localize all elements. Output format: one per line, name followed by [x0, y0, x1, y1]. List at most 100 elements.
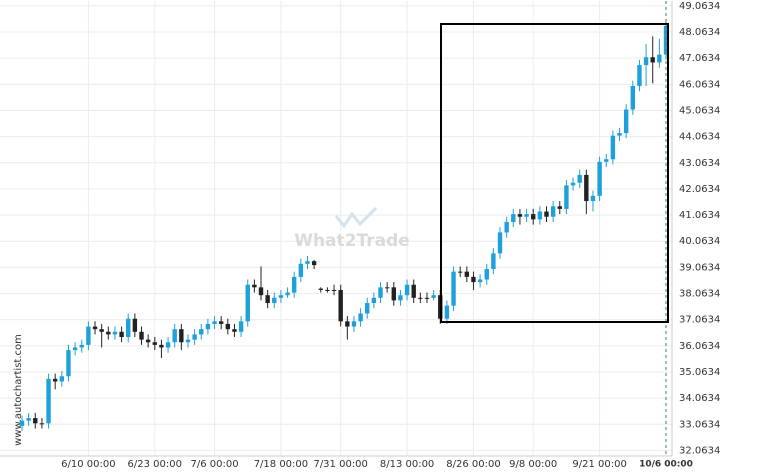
logo-zigzag — [334, 206, 378, 229]
candle-body — [72, 347, 78, 351]
candle-body — [617, 133, 622, 136]
candle-body — [517, 214, 523, 217]
candle-body — [477, 279, 483, 283]
candle-body — [404, 284, 410, 296]
pattern-box — [440, 23, 669, 323]
candle-body — [497, 232, 503, 254]
candle-body — [99, 329, 104, 332]
candle-body — [112, 331, 118, 335]
y-tick-label: 39.0634 — [679, 262, 720, 273]
y-tick-label: 34.0634 — [679, 393, 720, 404]
y-tick-label: 37.0634 — [679, 315, 720, 326]
candle-body — [663, 25, 669, 55]
candle-body — [623, 109, 629, 134]
candle-body — [165, 342, 171, 348]
y-tick-label: 46.0634 — [679, 79, 720, 90]
candle-body — [557, 206, 562, 209]
candle-body — [657, 54, 662, 63]
candle-body — [331, 289, 337, 291]
candle-body — [292, 276, 297, 293]
candle-body — [384, 287, 390, 289]
y-tick-label: 32.0634 — [679, 445, 720, 456]
candle-body — [358, 313, 363, 322]
y-tick-label: 33.0634 — [679, 419, 720, 430]
candle-body — [145, 339, 151, 343]
y-tick-label: 42.0634 — [679, 184, 720, 195]
candle-body — [577, 174, 582, 183]
candle-body — [285, 292, 290, 296]
y-tick-label: 48.0634 — [679, 27, 720, 38]
candle-body — [238, 321, 244, 332]
candle-body — [524, 214, 529, 217]
candle-body — [444, 305, 450, 319]
candle-body — [371, 297, 377, 304]
x-tick-label: 10/6 00:00 — [639, 460, 693, 470]
candle-body — [411, 284, 416, 298]
candle-body — [511, 214, 516, 222]
candle-body — [550, 206, 556, 217]
y-tick-label: 47.0634 — [679, 53, 720, 64]
candle-body — [225, 323, 231, 330]
candle-body — [491, 253, 496, 270]
x-tick-label: 7/6 00:00 — [190, 459, 238, 470]
candle-body — [66, 350, 71, 377]
candle-body — [610, 135, 616, 160]
candle-body — [504, 221, 509, 233]
candle-body — [179, 329, 184, 343]
candle-body — [398, 295, 403, 301]
candle-body — [199, 329, 204, 335]
candle-body — [365, 303, 370, 314]
candle-body — [590, 195, 596, 202]
y-tick-label: 40.0634 — [679, 236, 720, 247]
candle-body — [305, 261, 310, 264]
y-tick-label: 41.0634 — [679, 210, 720, 221]
candle-body — [119, 331, 124, 338]
candle-body — [52, 378, 58, 382]
candle-body — [424, 297, 430, 299]
candle-body — [378, 287, 383, 298]
candle-body — [185, 339, 191, 343]
candle-body — [391, 287, 396, 301]
candle-body — [298, 263, 304, 277]
watermark: What2Trade — [294, 231, 410, 251]
candle-body — [318, 288, 323, 290]
x-tick-label: 7/31 00:00 — [313, 459, 367, 470]
candle-body — [106, 331, 111, 335]
candle-body — [212, 321, 217, 324]
candle-body — [218, 321, 224, 324]
candle-body — [345, 321, 350, 327]
x-tick-label: 9/8 00:00 — [509, 459, 557, 470]
candle-body — [637, 65, 642, 86]
candle-body — [159, 344, 164, 348]
candle-body — [464, 271, 470, 277]
candle-body — [643, 57, 649, 66]
y-tick-label: 45.0634 — [679, 105, 720, 116]
candle-body — [584, 174, 589, 202]
candle-body — [258, 287, 264, 296]
candle-body — [86, 326, 91, 345]
candle-body — [132, 318, 138, 332]
candle-body — [139, 331, 144, 340]
candle-body — [471, 276, 476, 283]
candle-body — [205, 323, 211, 330]
candle-body — [152, 342, 157, 345]
y-tick-label: 38.0634 — [679, 289, 720, 300]
candle-body — [650, 57, 655, 63]
candle-body — [26, 418, 31, 421]
candle-body — [172, 329, 177, 343]
y-tick-label: 35.0634 — [679, 367, 720, 378]
candle-body — [33, 418, 38, 424]
candle-body — [544, 211, 549, 217]
candle-body — [630, 85, 636, 110]
candle-body — [311, 261, 317, 266]
candle-body — [564, 185, 569, 209]
x-tick-label: 6/10 00:00 — [61, 459, 115, 470]
candle-body — [451, 271, 456, 306]
candle-body — [232, 329, 237, 332]
candle-body — [126, 318, 131, 338]
y-tick-label: 43.0634 — [679, 158, 720, 169]
candle-body — [245, 284, 250, 322]
candle-body — [278, 295, 284, 298]
candle-body — [252, 284, 257, 288]
